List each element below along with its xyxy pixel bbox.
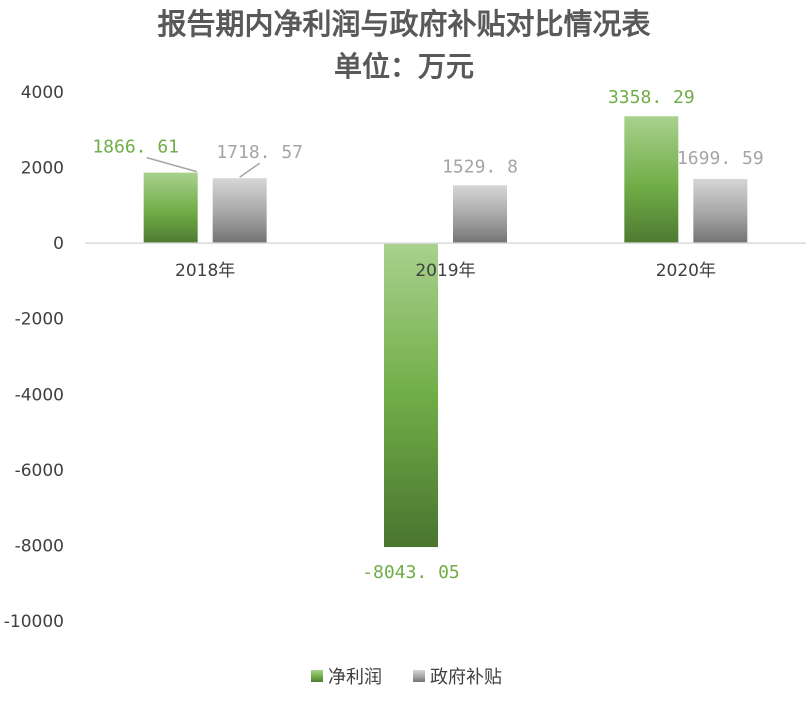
x-axis: 2018年 2019年 2020年 xyxy=(175,261,716,281)
y-axis: 4000 2000 0 -2000 -4000 -6000 -8000 -10000 xyxy=(4,83,64,632)
y-tick-label: 2000 xyxy=(21,159,64,179)
bar-subsidy xyxy=(693,178,748,244)
x-tick-label: 2018年 xyxy=(175,261,235,281)
bar-net-profit xyxy=(384,243,438,548)
y-tick-label: -10000 xyxy=(4,612,64,632)
legend-label-subsidy: 政府补贴 xyxy=(430,667,502,688)
bar-subsidy xyxy=(212,178,267,244)
data-label-subsidy: 1529. 8 xyxy=(442,156,518,177)
data-label-subsidy: 1699. 59 xyxy=(677,148,764,169)
x-tick-label: 2020年 xyxy=(656,261,716,281)
y-tick-label: -8000 xyxy=(15,536,64,556)
legend-label-net-profit: 净利润 xyxy=(328,667,382,688)
bars-layer xyxy=(143,116,748,548)
x-tick-label: 2019年 xyxy=(415,261,475,281)
bar-subsidy xyxy=(453,185,507,244)
bar-net-profit xyxy=(624,116,679,244)
y-tick-label: 4000 xyxy=(21,83,64,103)
y-tick-label: 0 xyxy=(53,234,64,254)
data-label-subsidy: 1718. 57 xyxy=(216,142,303,163)
leader-line xyxy=(146,156,197,173)
y-tick-label: -6000 xyxy=(15,461,64,481)
leader-line xyxy=(239,162,261,178)
chart-subtitle: 单位：万元 xyxy=(334,50,474,83)
y-tick-label: -4000 xyxy=(15,385,64,405)
data-label-net-profit: 1866. 61 xyxy=(92,137,179,158)
leader-lines-layer xyxy=(146,156,261,178)
data-label-net-profit: -8043. 05 xyxy=(362,562,460,583)
chart-title: 报告期内净利润与政府补贴对比情况表 xyxy=(157,7,650,41)
bar-net-profit xyxy=(143,172,198,244)
y-tick-label: -2000 xyxy=(15,310,64,330)
legend-swatch-net-profit xyxy=(311,670,323,682)
legend-swatch-subsidy xyxy=(413,670,425,682)
legend: 净利润 政府补贴 xyxy=(311,667,502,688)
data-label-net-profit: 3358. 29 xyxy=(608,87,695,108)
data-labels-layer: 1866. 61 1718. 57 -8043. 05 1529. 8 3358. 29… xyxy=(92,87,763,583)
